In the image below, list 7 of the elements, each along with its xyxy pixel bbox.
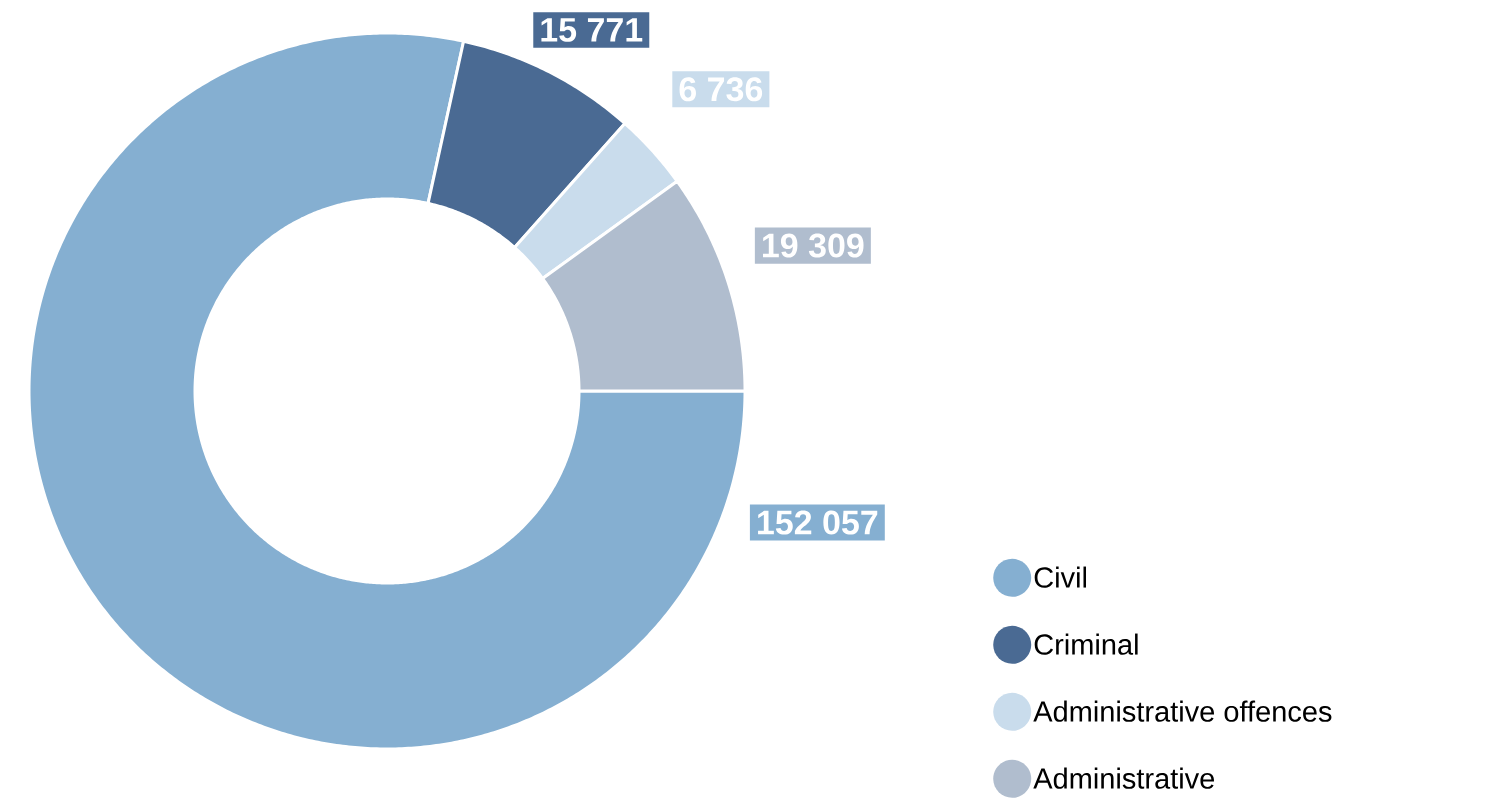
data-label: 15 771 xyxy=(541,18,643,42)
legend-label: Civil xyxy=(1034,566,1087,588)
data-label: 19 309 xyxy=(763,233,864,258)
legend-label: Administrative xyxy=(1033,767,1215,789)
legend-label: Criminal xyxy=(1034,633,1138,655)
legend-label: Administrative offences xyxy=(1033,700,1332,722)
data-label: 152 057 xyxy=(758,510,878,535)
